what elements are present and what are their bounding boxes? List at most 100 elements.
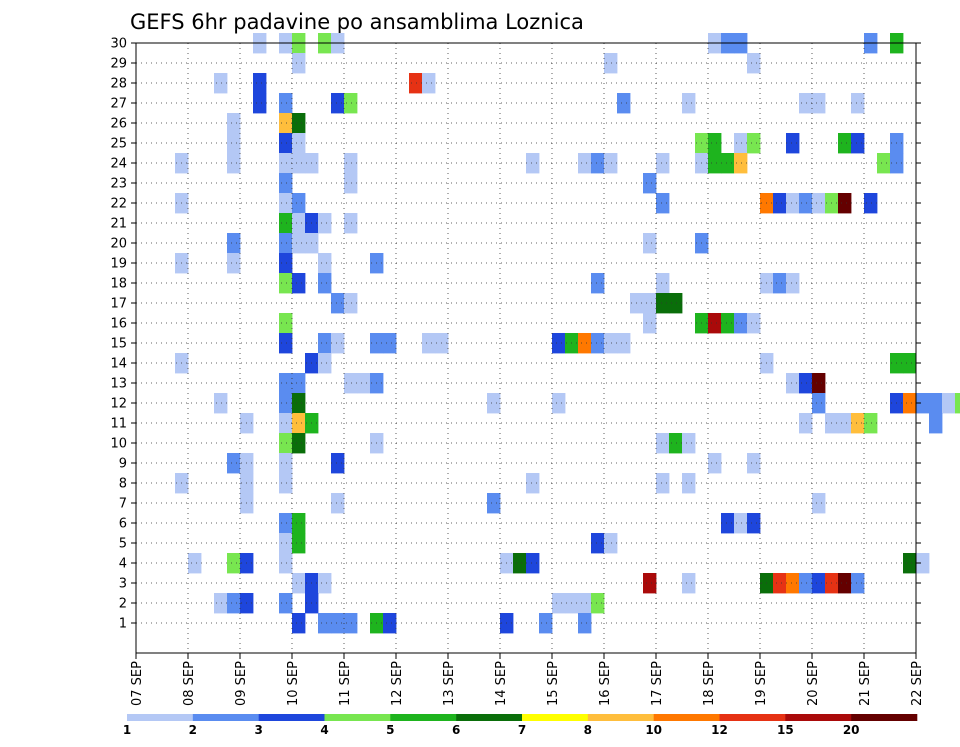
member-cell [279, 233, 293, 254]
member-cell [227, 153, 241, 174]
member-cell [292, 273, 306, 294]
x-tick-label: 20 SEP [806, 661, 821, 706]
member-cell [682, 433, 696, 454]
member-cell [318, 613, 332, 634]
member-cell [292, 213, 306, 234]
member-cell [552, 593, 566, 614]
member-cell [656, 273, 670, 294]
member-cell [292, 233, 306, 254]
member-cell [487, 493, 501, 514]
legend-swatch [192, 714, 259, 721]
member-cell [331, 613, 345, 634]
member-cell [253, 93, 267, 114]
x-tick-label: 18 SEP [702, 661, 717, 706]
member-cell [578, 333, 592, 354]
member-cell [721, 313, 735, 334]
member-cell [851, 413, 865, 434]
member-cell [279, 413, 293, 434]
member-cell [422, 333, 436, 354]
y-tick-label: 14 [110, 357, 127, 372]
member-cell [279, 473, 293, 494]
member-cell [552, 393, 566, 414]
member-cell [708, 133, 722, 154]
member-cell [591, 333, 605, 354]
member-cell [292, 113, 306, 134]
x-tick-label: 13 SEP [442, 661, 457, 706]
y-tick-label: 20 [110, 237, 127, 252]
member-cell [812, 93, 826, 114]
member-cell [344, 613, 358, 634]
member-cell [279, 113, 293, 134]
legend-label: 5 [386, 723, 394, 737]
member-cell [331, 333, 345, 354]
x-tick-label: 21 SEP [858, 661, 873, 706]
member-cell [279, 373, 293, 394]
member-cell [227, 453, 241, 474]
y-tick-label: 29 [110, 57, 127, 72]
member-cell [253, 73, 267, 94]
y-tick-label: 7 [119, 497, 127, 512]
member-cell [318, 573, 332, 594]
member-cell [292, 613, 306, 634]
member-cell [851, 93, 865, 114]
member-cell [279, 433, 293, 454]
member-cell [903, 393, 917, 414]
y-tick-label: 9 [119, 457, 127, 472]
y-tick-label: 1 [119, 617, 127, 632]
y-tick-label: 11 [110, 417, 127, 432]
member-cell [643, 313, 657, 334]
member-cell [292, 53, 306, 74]
y-tick-label: 26 [110, 117, 127, 132]
member-cell [422, 73, 436, 94]
y-tick-label: 13 [110, 377, 127, 392]
legend-swatch [127, 714, 194, 721]
member-cell [799, 573, 813, 594]
member-cell [708, 153, 722, 174]
legend-swatch [522, 714, 589, 721]
member-cell [279, 593, 293, 614]
member-cell [864, 413, 878, 434]
member-cell [838, 573, 852, 594]
member-cell [747, 453, 761, 474]
y-tick-label: 28 [110, 77, 127, 92]
member-cell [292, 533, 306, 554]
member-cell [604, 533, 618, 554]
member-cell [344, 93, 358, 114]
member-cell [591, 273, 605, 294]
member-cell [747, 53, 761, 74]
member-cell [279, 193, 293, 214]
y-tick-label: 24 [110, 157, 127, 172]
x-tick-label: 08 SEP [182, 661, 197, 706]
member-cell [344, 373, 358, 394]
member-cell [929, 393, 943, 414]
member-cell [214, 593, 228, 614]
member-cell [578, 593, 592, 614]
y-tick-label: 8 [119, 477, 127, 492]
member-cell [578, 613, 592, 634]
member-cell [487, 393, 501, 414]
member-cell [812, 373, 826, 394]
member-cell [279, 513, 293, 534]
member-cell [734, 133, 748, 154]
legend-swatch [785, 714, 852, 721]
x-tick-label: 07 SEP [130, 661, 145, 706]
legend-swatch [719, 714, 786, 721]
member-cell [591, 533, 605, 554]
member-cell [279, 453, 293, 474]
member-cell [669, 433, 683, 454]
member-cell [279, 393, 293, 414]
legend-label: 15 [777, 723, 794, 737]
member-cell [812, 573, 826, 594]
member-cell [773, 573, 787, 594]
member-cell [786, 273, 800, 294]
legend-label: 8 [584, 723, 592, 737]
chart-title: GEFS 6hr padavine po ansamblima Loznica [130, 10, 584, 34]
y-tick-label: 16 [110, 317, 127, 332]
member-cell [279, 93, 293, 114]
member-cell [279, 133, 293, 154]
member-cell [786, 373, 800, 394]
y-tick-label: 2 [119, 597, 127, 612]
member-cell [227, 253, 241, 274]
member-cell [838, 133, 852, 154]
